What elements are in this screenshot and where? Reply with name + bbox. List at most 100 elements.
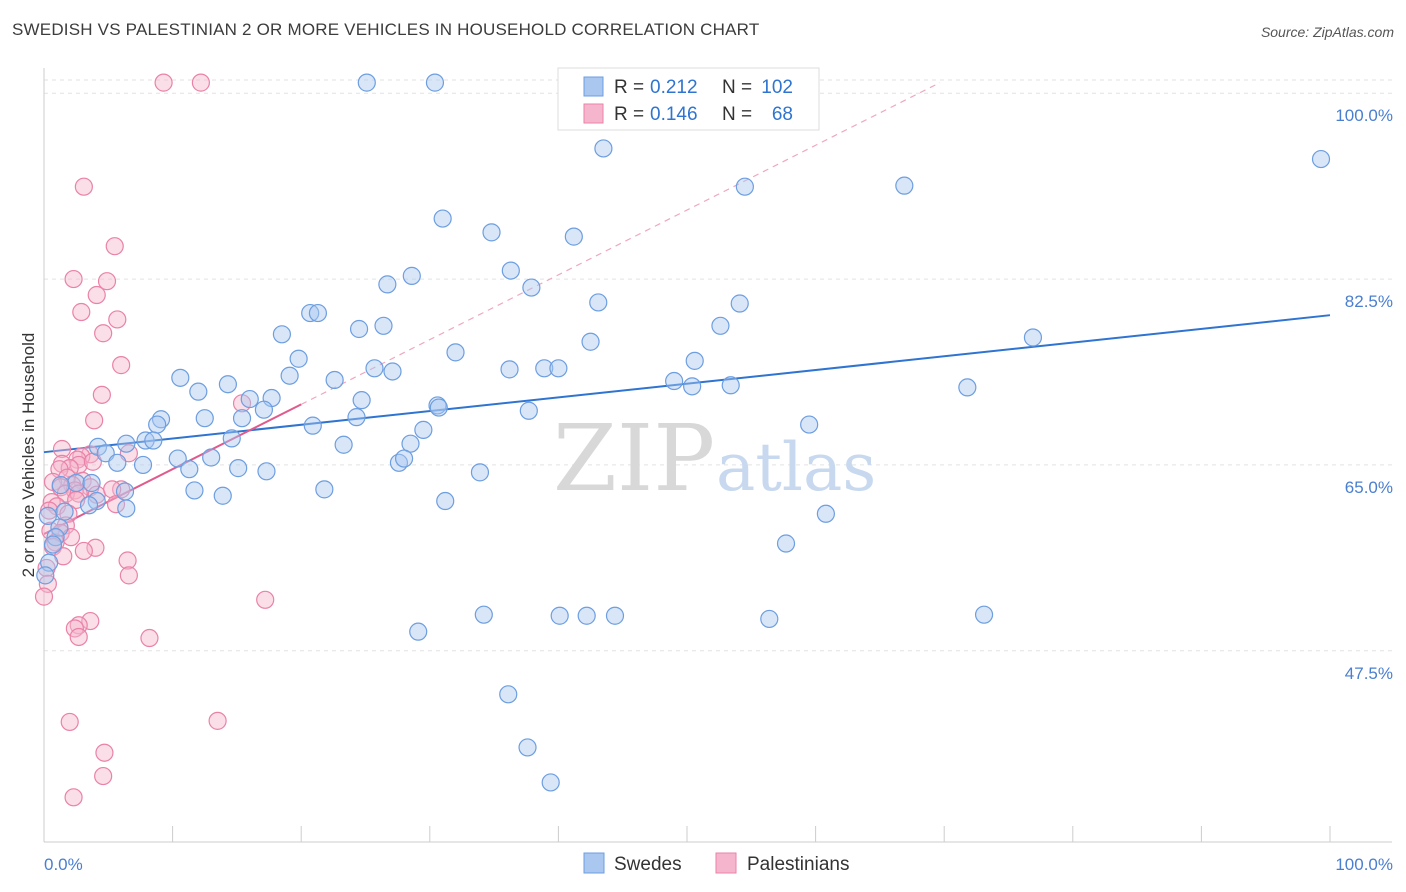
palestinians-point — [106, 495, 126, 514]
swedes-point — [50, 518, 69, 537]
swedes-point — [67, 473, 86, 493]
swedes-point — [683, 377, 702, 396]
swedes-point — [280, 366, 299, 385]
swedes-point — [409, 622, 428, 641]
swedes-point — [605, 606, 625, 625]
palestinians-point — [65, 619, 84, 638]
swedes-point — [394, 449, 414, 468]
swedes-trend-line — [43, 314, 1331, 454]
swedes-point — [776, 534, 796, 553]
palestinians-swatch — [583, 103, 604, 124]
swedes-point — [144, 431, 163, 450]
swedes-point — [51, 476, 70, 495]
swedes-r-label: R = — [614, 77, 644, 98]
trend-lines — [43, 82, 1331, 535]
palestinians-point — [112, 356, 131, 375]
y-tick-label: 82.5% — [1345, 292, 1393, 311]
palestinians-point — [74, 177, 93, 196]
swedes-point — [213, 486, 232, 505]
stats-legend: R = 0.212 N = 102 R = 0.146 N = 68 — [557, 67, 820, 131]
swedes-point — [446, 343, 465, 362]
palestinians-point — [118, 551, 137, 570]
swedes-point — [46, 528, 65, 547]
swedes-r-value: 0.212 — [650, 77, 698, 98]
swedes-point — [195, 409, 214, 428]
swedes-point — [352, 391, 371, 410]
swedes-point — [148, 415, 167, 434]
swedes-point — [136, 431, 155, 450]
palestinians-point — [191, 73, 210, 92]
palestinians-point — [52, 439, 72, 459]
swedes-point — [711, 316, 730, 335]
swedes-point — [43, 535, 63, 554]
palestinians-point — [60, 712, 79, 732]
watermark-zip: ZIP — [553, 405, 715, 512]
swedes-point — [374, 316, 393, 335]
swedes-point — [334, 435, 353, 454]
swedes-point — [436, 491, 455, 511]
swedes-swatch — [583, 76, 604, 97]
swedes-point — [303, 416, 322, 435]
palestinians-point — [86, 538, 105, 557]
swedes-point — [564, 227, 583, 246]
swedes-point — [665, 371, 684, 391]
swedes-point — [117, 499, 136, 518]
swedes-points — [36, 73, 1331, 792]
swedes-point — [55, 502, 74, 521]
swedes-point — [470, 463, 490, 482]
swedes-point — [685, 351, 704, 370]
swedes-point — [325, 370, 344, 390]
swedes-point — [229, 459, 248, 478]
swedes-point — [308, 303, 328, 323]
swedes-point — [522, 278, 541, 297]
palestinians-n-label: N = — [722, 104, 752, 125]
swedes-point — [189, 382, 208, 401]
swedes-point — [180, 460, 199, 479]
swedes-point — [254, 400, 274, 419]
swedes-point — [378, 275, 397, 294]
swedes-point — [202, 448, 221, 467]
swedes-point — [272, 325, 292, 344]
swedes-point — [383, 362, 402, 381]
palestinians-point — [72, 302, 91, 322]
series-legend: Swedes Palestinians — [583, 852, 849, 875]
swedes-point — [168, 449, 187, 468]
palestinians-r-value: 0.146 — [650, 104, 698, 125]
y-tick-label: 100.0% — [1335, 106, 1393, 125]
swedes-point — [895, 176, 914, 195]
swedes-point — [800, 415, 819, 434]
swedes-point — [115, 482, 135, 501]
swedes-point — [315, 480, 334, 499]
palestinians-point — [64, 269, 83, 289]
swedes-point — [518, 738, 537, 757]
y-axis-title: 2 or more Vehicles in Household — [19, 333, 38, 578]
swedes-point — [257, 462, 276, 481]
swedes-point — [425, 73, 445, 92]
legend-palestinians-label: Palestinians — [747, 854, 849, 875]
palestinians-point — [108, 310, 127, 329]
y-tick-label: 47.5% — [1345, 664, 1393, 683]
palestinians-point — [69, 627, 88, 647]
swedes-point — [289, 349, 308, 368]
swedes-point — [1311, 149, 1331, 169]
swedes-point — [218, 375, 237, 394]
swedes-point — [365, 359, 384, 378]
swedes-n-value: 102 — [761, 77, 793, 98]
swedes-point — [721, 376, 740, 395]
legend-swedes-swatch — [583, 852, 605, 874]
swedes-point — [958, 378, 977, 397]
swedes-point — [816, 504, 835, 523]
palestinians-point — [140, 628, 159, 648]
swedes-point — [349, 319, 369, 339]
swedes-point — [79, 496, 99, 515]
swedes-point — [108, 453, 127, 472]
palestinians-point — [95, 743, 114, 762]
swedes-point — [240, 389, 259, 409]
swedes-point — [760, 609, 779, 629]
swedes-point — [429, 398, 448, 417]
swedes-point — [171, 368, 190, 387]
x-tick-label-min: 0.0% — [44, 855, 83, 874]
swedes-point — [474, 605, 493, 624]
swedes-point — [577, 606, 596, 625]
y-tick-label: 65.0% — [1345, 478, 1393, 497]
